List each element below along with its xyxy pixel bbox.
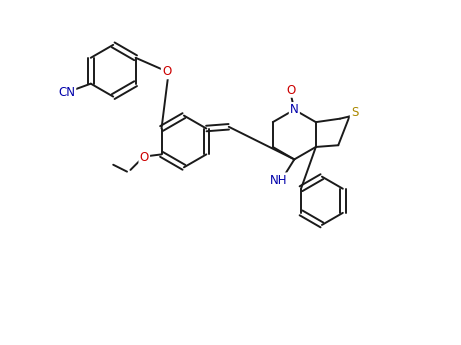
Text: S: S [351, 107, 358, 119]
Text: O: O [286, 83, 296, 97]
Text: NH: NH [270, 174, 288, 187]
Text: N: N [290, 103, 299, 116]
Text: O: O [162, 65, 171, 78]
Text: CN: CN [58, 86, 75, 99]
Text: O: O [140, 151, 149, 164]
